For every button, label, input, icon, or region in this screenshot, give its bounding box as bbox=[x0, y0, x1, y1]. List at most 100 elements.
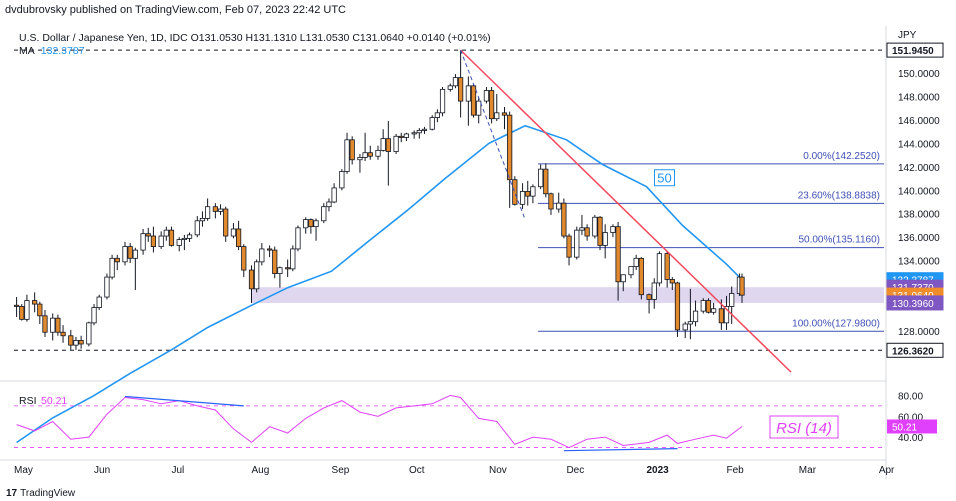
candle-body-55 bbox=[344, 139, 350, 172]
candle-body-34 bbox=[217, 208, 224, 212]
time-tick-10: Mar bbox=[799, 465, 817, 476]
candle-body-83 bbox=[512, 179, 518, 205]
tradingview-logo-text: TradingView bbox=[20, 488, 76, 499]
candle-body-67 bbox=[416, 130, 422, 134]
candle-body-40 bbox=[254, 261, 260, 290]
candle-body-44 bbox=[277, 267, 283, 274]
candle-body-71 bbox=[439, 88, 446, 114]
price-tick-4: 142.0000 bbox=[898, 163, 940, 174]
time-tick-8: 2023 bbox=[646, 465, 669, 476]
candle-body-84 bbox=[519, 191, 526, 205]
candle-body-38 bbox=[241, 246, 247, 271]
candle-body-14 bbox=[96, 296, 102, 309]
candle-body-20 bbox=[132, 249, 138, 259]
candle-body-0 bbox=[13, 304, 20, 307]
price-badge-0 bbox=[886, 42, 944, 58]
candle-body-19 bbox=[127, 246, 133, 259]
candle-body-98 bbox=[602, 232, 608, 246]
candle-body-12 bbox=[86, 322, 92, 345]
time-tick-11: Apr bbox=[879, 465, 895, 476]
tradingview-logo[interactable]: 17 TradingView bbox=[6, 488, 75, 499]
candle-body-121 bbox=[739, 276, 745, 296]
price-tick-1: 148.0000 bbox=[898, 92, 940, 103]
candle-body-115 bbox=[705, 300, 712, 313]
candle-body-95 bbox=[584, 227, 590, 237]
candle-body-81 bbox=[501, 112, 508, 116]
ma-period-annotation: 50 bbox=[657, 171, 671, 186]
price-axis[interactable]: JPY 150.0000 148.0000 146.0000 144.0000 142.0… bbox=[886, 30, 944, 358]
time-axis[interactable]: May Jun Jul Aug Sep Oct Nov Dec 2023 Feb Mar Apr bbox=[14, 465, 895, 476]
candle-body-2 bbox=[24, 300, 30, 320]
candle-body-37 bbox=[235, 228, 242, 247]
candle-body-60 bbox=[375, 149, 381, 157]
candle-body-21 bbox=[140, 233, 146, 251]
candle-body-9 bbox=[68, 335, 74, 346]
candle-body-27 bbox=[176, 239, 182, 246]
candle-body-43 bbox=[272, 249, 278, 274]
candle-body-62 bbox=[385, 138, 391, 152]
time-tick-9: Feb bbox=[727, 465, 745, 476]
candle-body-85 bbox=[525, 191, 531, 197]
rsi-line bbox=[16, 394, 743, 449]
candle-body-86 bbox=[530, 186, 536, 197]
trendline-drawings[interactable] bbox=[460, 49, 792, 373]
candle-body-17 bbox=[114, 257, 120, 263]
ma-legend-value: 132.3787 bbox=[40, 45, 85, 57]
fib-level-label-1: 23.60%(138.8838) bbox=[798, 190, 880, 201]
candle-body-41 bbox=[259, 248, 265, 263]
candle-body-53 bbox=[331, 187, 337, 203]
rsi-legend-label: RSI bbox=[19, 395, 37, 407]
ma-50-line bbox=[16, 124, 743, 444]
candle-body-57 bbox=[357, 157, 363, 161]
falling-trendline bbox=[460, 49, 792, 373]
candle-body-15 bbox=[104, 276, 110, 298]
chart-backdrop bbox=[0, 26, 887, 479]
candle-body-56 bbox=[349, 139, 355, 161]
time-tick-6: Nov bbox=[489, 465, 507, 476]
candle-body-80 bbox=[494, 112, 500, 120]
candle-body-33 bbox=[212, 206, 218, 212]
time-tick-0: May bbox=[14, 465, 33, 476]
candle-body-42 bbox=[266, 248, 273, 251]
swing-dashed-line bbox=[460, 49, 526, 220]
candle-body-7 bbox=[55, 317, 61, 333]
candle-body-48 bbox=[303, 219, 309, 229]
candle-body-109 bbox=[669, 279, 675, 284]
candle-body-35 bbox=[223, 208, 229, 237]
candle-body-1 bbox=[19, 306, 25, 320]
candle-body-50 bbox=[313, 220, 319, 228]
candle-body-116 bbox=[711, 308, 717, 313]
candle-body-76 bbox=[470, 85, 477, 116]
rsi-divergence-1 bbox=[563, 448, 678, 452]
time-tick-3: Aug bbox=[252, 465, 270, 476]
rsi-annotation-box bbox=[769, 415, 839, 439]
candle-body-58 bbox=[362, 152, 368, 158]
candle-body-108 bbox=[664, 253, 670, 280]
price-tick-0: 150.0000 bbox=[898, 69, 940, 80]
fibonacci-retracement[interactable]: 0.00%(142.2520) 23.60%(138.8838) 50.00%(13… bbox=[538, 151, 884, 332]
candle-body-74 bbox=[458, 77, 464, 102]
candle-body-63 bbox=[393, 135, 399, 152]
candle-body-111 bbox=[682, 323, 688, 331]
rsi-annotation: RSI (14) bbox=[776, 420, 832, 437]
candle-body-26 bbox=[168, 229, 175, 246]
candle-body-22 bbox=[145, 233, 151, 237]
candle-body-24 bbox=[158, 235, 164, 247]
time-tick-2: Jul bbox=[171, 465, 184, 476]
candlestick-series bbox=[13, 50, 745, 350]
candle-body-59 bbox=[367, 152, 373, 157]
candle-body-73 bbox=[452, 77, 459, 87]
rsi-tick-1: 60.00 bbox=[898, 412, 923, 423]
candle-body-110 bbox=[674, 282, 681, 331]
candle-body-88 bbox=[543, 168, 549, 195]
candle-body-102 bbox=[628, 266, 634, 276]
candle-body-25 bbox=[163, 229, 169, 237]
candle-body-6 bbox=[50, 317, 56, 333]
price-axis-unit: JPY bbox=[898, 30, 917, 41]
candle-body-66 bbox=[411, 132, 417, 135]
candle-body-30 bbox=[194, 220, 200, 236]
candle-body-117 bbox=[718, 308, 724, 324]
price-tick-8: 134.0000 bbox=[898, 257, 940, 268]
time-tick-4: Sep bbox=[332, 465, 350, 476]
